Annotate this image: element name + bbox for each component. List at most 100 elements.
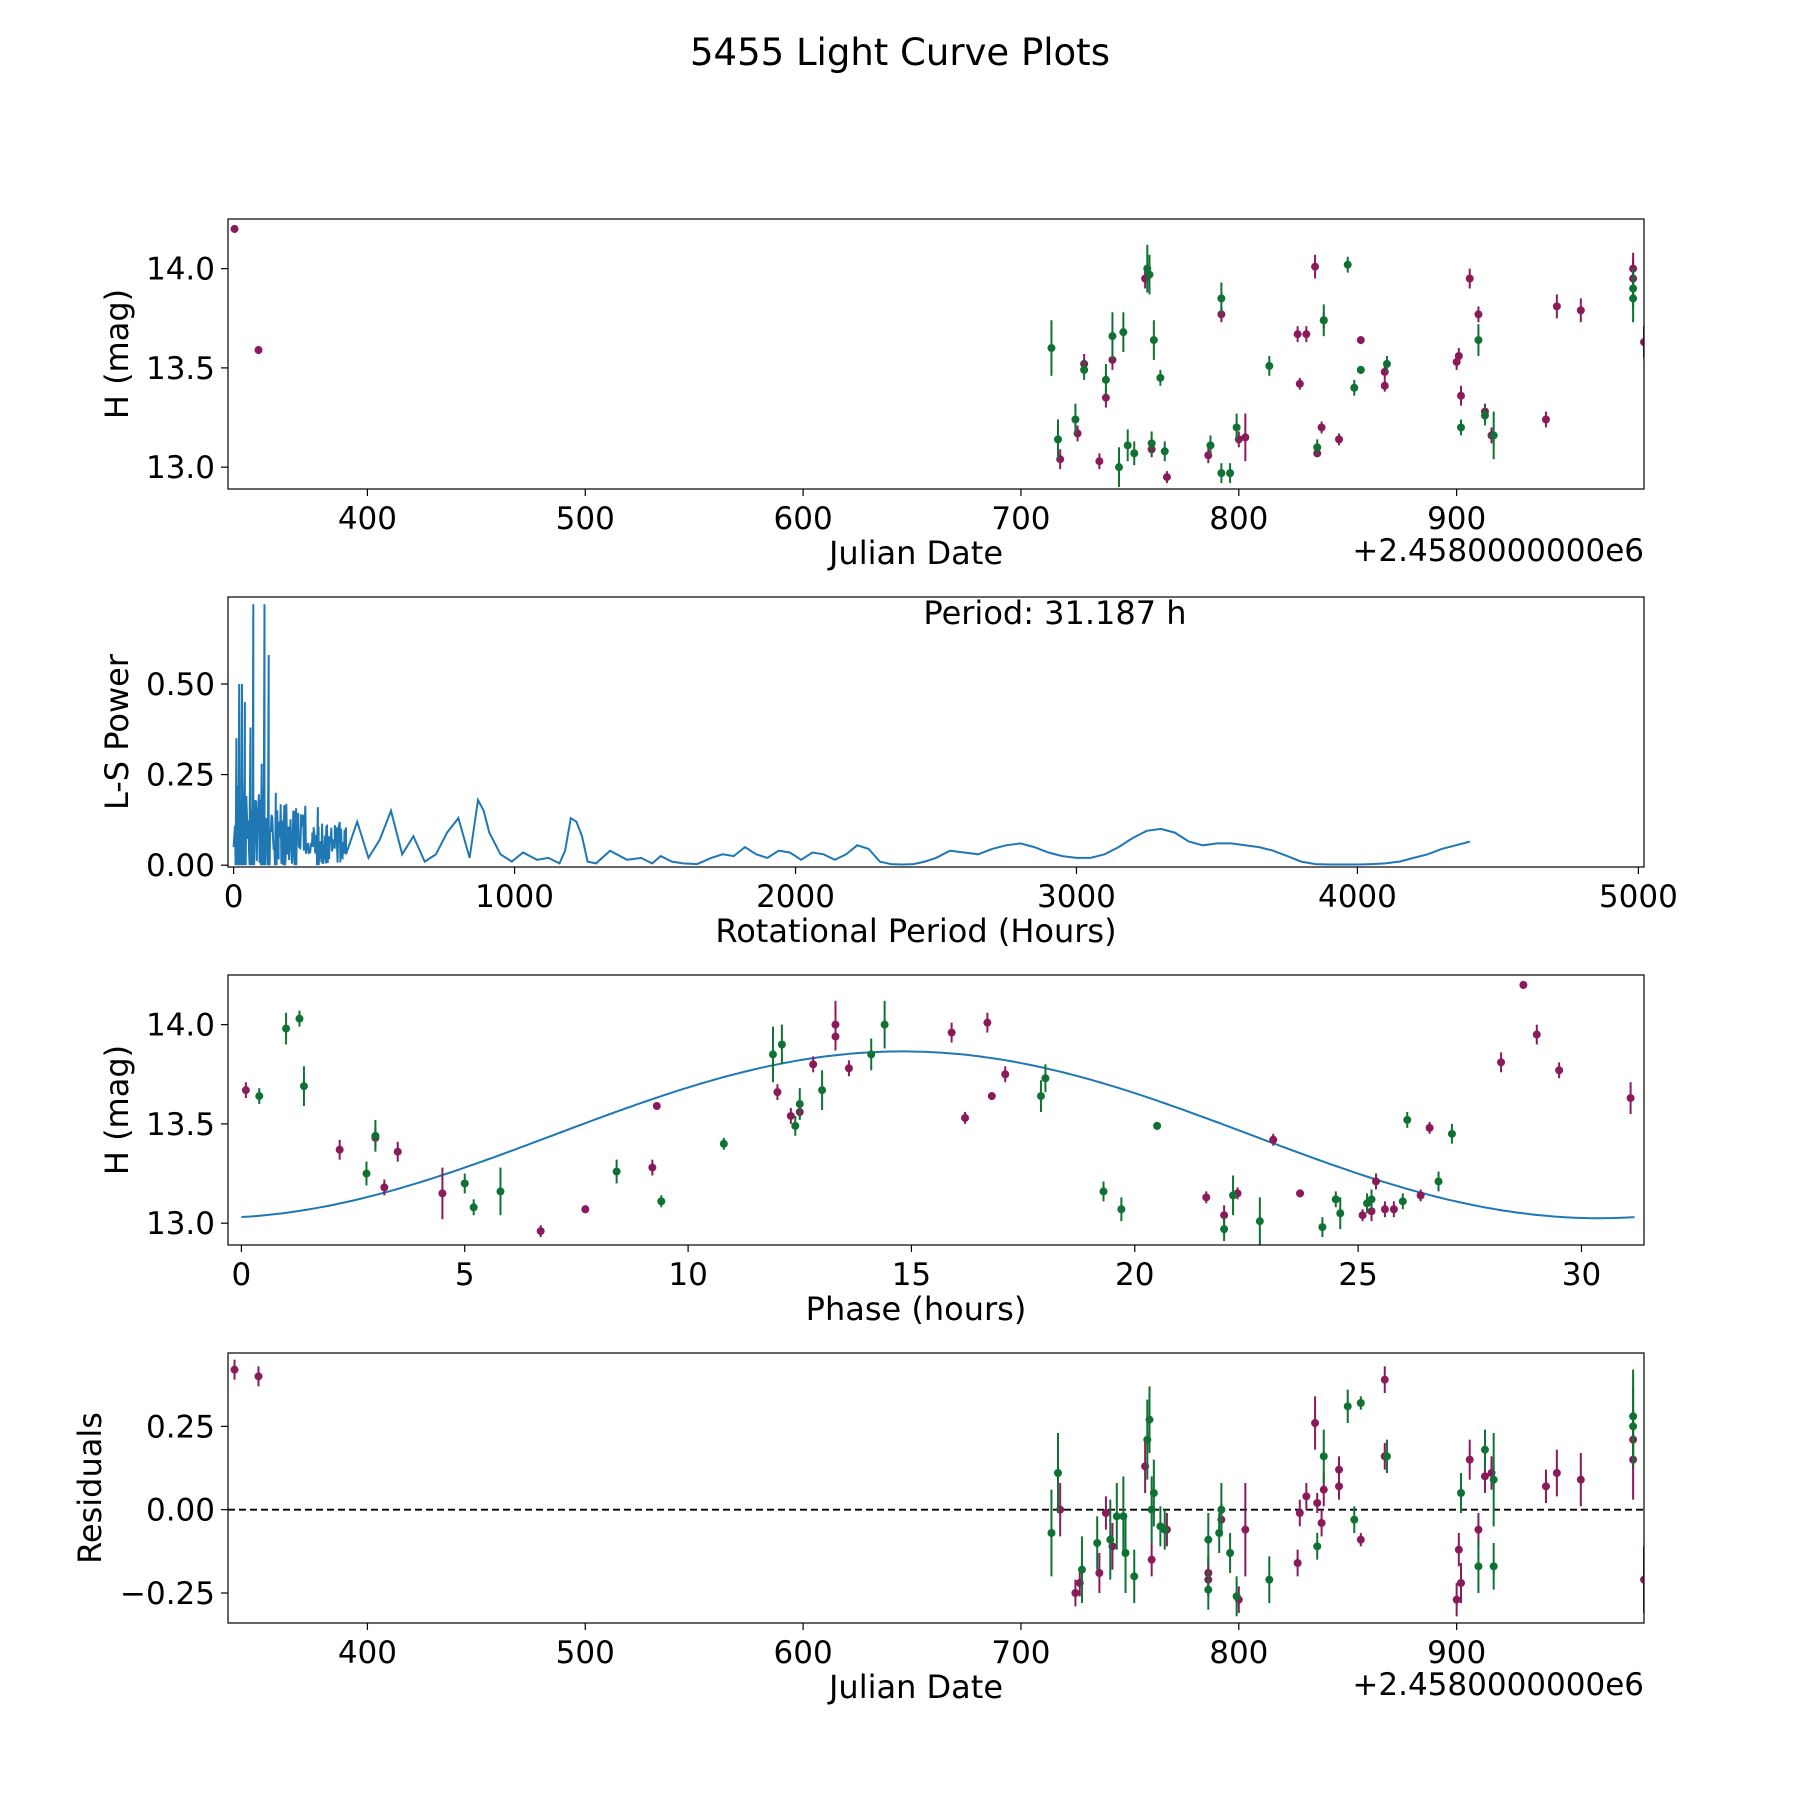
data-point xyxy=(1382,1452,1391,1461)
y-tick-label: 13.0 xyxy=(146,1206,215,1242)
data-point xyxy=(282,1024,291,1033)
data-point xyxy=(1389,1205,1398,1214)
time-series-frame xyxy=(227,218,1645,490)
y-tick-label: 0.25 xyxy=(146,758,215,794)
x-tick-label: 0 xyxy=(224,879,244,915)
data-point xyxy=(795,1100,804,1109)
data-point xyxy=(1121,1549,1130,1557)
data-point xyxy=(393,1147,402,1156)
data-point xyxy=(791,1121,800,1130)
data-point xyxy=(1071,415,1080,424)
data-point xyxy=(719,1139,728,1148)
data-point xyxy=(1296,1189,1305,1198)
time-series-y-ticks: 13.0 13.5 14.0 xyxy=(146,252,228,486)
x-tick-label: 30 xyxy=(1562,1257,1601,1293)
data-point xyxy=(1295,1509,1304,1517)
data-point xyxy=(1457,423,1466,432)
data-point xyxy=(1335,1465,1344,1474)
x-tick-label: 700 xyxy=(991,1635,1050,1671)
data-point xyxy=(1447,1129,1456,1138)
data-point xyxy=(1053,435,1062,444)
periodogram-x-label: Rotational Period (Hours) xyxy=(715,912,1116,950)
data-point xyxy=(867,1050,876,1059)
data-point xyxy=(1077,1565,1086,1574)
x-tick-label: 20 xyxy=(1115,1257,1154,1293)
data-point xyxy=(1206,441,1215,450)
data-point xyxy=(1629,1422,1638,1431)
data-point xyxy=(1416,1191,1425,1200)
data-point xyxy=(1555,1066,1564,1075)
time-series-series-o xyxy=(230,224,1644,484)
data-point xyxy=(1343,1402,1352,1411)
data-point xyxy=(1552,1469,1561,1477)
data-point xyxy=(1149,336,1158,345)
data-point xyxy=(1358,1211,1367,1220)
data-point xyxy=(1398,1197,1407,1206)
data-point xyxy=(1350,1515,1359,1524)
data-point xyxy=(1147,1555,1156,1564)
data-point xyxy=(1457,1579,1466,1587)
data-point xyxy=(469,1203,478,1212)
time-series-x-offset: +2.4580000000e6 xyxy=(1352,533,1644,569)
data-point xyxy=(1160,1525,1169,1534)
data-point xyxy=(299,1082,308,1091)
data-point xyxy=(1123,441,1132,450)
data-point xyxy=(1101,1509,1110,1517)
data-point xyxy=(1226,1549,1235,1557)
periodogram-plot-area xyxy=(227,596,1645,868)
data-point xyxy=(1367,1207,1376,1216)
data-point xyxy=(1480,1445,1489,1454)
data-point xyxy=(1532,1030,1541,1039)
data-point xyxy=(1474,310,1483,319)
data-point xyxy=(1552,302,1561,311)
data-point xyxy=(983,1018,992,1027)
data-point xyxy=(1036,1092,1045,1101)
data-point xyxy=(1576,306,1585,315)
data-point xyxy=(1217,1505,1226,1514)
data-point xyxy=(809,1060,818,1069)
data-point xyxy=(1356,1535,1365,1544)
data-point xyxy=(652,1102,661,1111)
data-point xyxy=(777,1040,786,1049)
data-point xyxy=(1480,1472,1489,1481)
data-point xyxy=(1356,365,1365,374)
data-point xyxy=(1153,1121,1162,1130)
data-point xyxy=(241,1086,250,1095)
x-tick-label: 500 xyxy=(556,1635,615,1671)
data-point xyxy=(230,1365,239,1374)
data-point xyxy=(1265,361,1274,370)
data-point xyxy=(831,1020,840,1029)
y-tick-label: 0.50 xyxy=(146,667,215,703)
time-series-x-label: Julian Date xyxy=(827,534,1003,572)
data-point xyxy=(961,1113,970,1122)
data-point xyxy=(1465,1455,1474,1464)
data-point xyxy=(1101,393,1110,402)
x-tick-label: 2000 xyxy=(756,879,835,915)
data-point xyxy=(438,1189,447,1198)
periodogram-x-ticks: 0 1000 2000 3000 4000 5000 xyxy=(224,867,1678,915)
data-point xyxy=(1457,1489,1466,1497)
time-series-data xyxy=(230,224,1644,488)
data-point xyxy=(1480,411,1489,420)
data-point xyxy=(1217,294,1226,303)
data-point xyxy=(1232,1592,1241,1601)
y-tick-label: −0.25 xyxy=(120,1576,215,1612)
data-point xyxy=(1099,1187,1108,1196)
x-tick-label: 900 xyxy=(1427,1635,1486,1671)
data-point xyxy=(1318,1223,1327,1232)
x-tick-label: 3000 xyxy=(1037,879,1116,915)
data-point xyxy=(496,1187,505,1196)
x-tick-label: 15 xyxy=(892,1257,931,1293)
data-point xyxy=(1454,1545,1463,1554)
data-point xyxy=(1162,473,1171,482)
y-tick-label: 13.0 xyxy=(146,450,215,486)
data-point xyxy=(1112,1512,1121,1521)
data-point xyxy=(1204,1585,1213,1594)
data-point xyxy=(657,1197,666,1206)
data-point xyxy=(1108,332,1117,341)
data-point xyxy=(1465,274,1474,283)
data-point xyxy=(1117,1205,1126,1214)
data-point xyxy=(1130,1572,1139,1581)
data-point xyxy=(1335,435,1344,444)
